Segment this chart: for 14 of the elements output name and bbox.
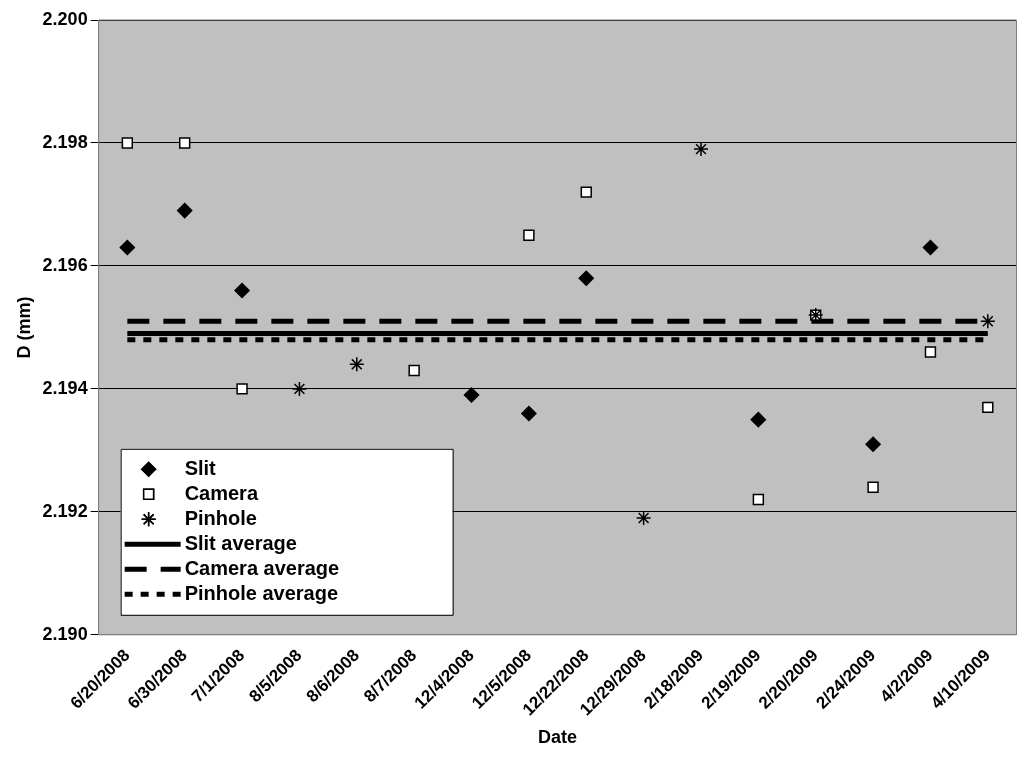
y-tick-label: 2.200	[42, 8, 88, 29]
legend-label: Camera average	[184, 556, 340, 579]
y-tick-label: 2.196	[42, 254, 88, 275]
legend-label: Pinhole average	[184, 581, 339, 604]
y-tick-label: 2.198	[42, 131, 88, 152]
legend-label: Slit average	[184, 531, 297, 554]
legend-label: Camera	[184, 481, 259, 504]
y-tick-label: 2.194	[42, 377, 88, 398]
y-tick-label: 2.192	[42, 500, 88, 521]
y-tick-label: 2.190	[42, 623, 88, 644]
y-axis-title: D (mm)	[13, 296, 34, 359]
x-axis-title: Date	[538, 727, 578, 748]
legend-label: Slit	[184, 456, 217, 479]
legend-label: Pinhole	[184, 506, 257, 529]
